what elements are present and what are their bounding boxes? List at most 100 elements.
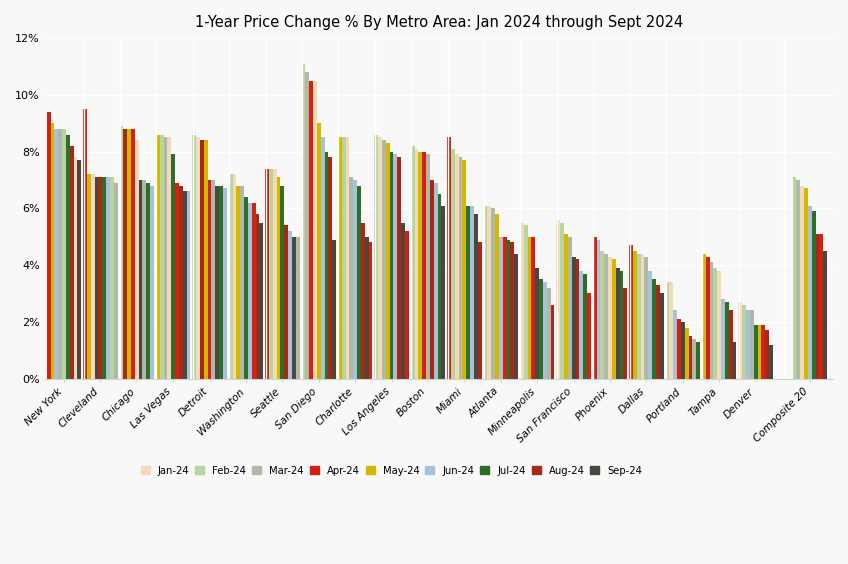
Bar [796,180,801,378]
Bar [346,138,349,378]
Bar [219,186,223,378]
Bar [470,205,474,378]
Bar [426,155,430,378]
Bar [204,140,208,378]
Bar [62,129,66,378]
Bar [441,205,445,378]
Bar [273,169,276,378]
Bar [459,157,462,378]
Bar [156,135,159,378]
Bar [600,251,605,378]
Bar [579,271,583,378]
Bar [223,188,226,378]
Bar [51,123,54,378]
Bar [114,183,118,378]
Bar [386,143,390,378]
Bar [433,183,438,378]
Title: 1-Year Price Change % By Metro Area: Jan 2024 through Sept 2024: 1-Year Price Change % By Metro Area: Jan… [195,15,683,30]
Bar [816,234,819,378]
Bar [393,155,398,378]
Bar [543,282,547,378]
Bar [506,240,510,378]
Bar [240,186,244,378]
Bar [259,223,263,378]
Bar [375,135,378,378]
Bar [660,293,664,378]
Bar [313,81,317,378]
Bar [229,174,232,378]
Bar [597,240,600,378]
Bar [317,123,321,378]
Bar [281,186,284,378]
Bar [124,129,127,378]
Bar [59,129,62,378]
Bar [535,268,539,378]
Bar [750,311,754,378]
Bar [451,149,455,378]
Bar [587,293,591,378]
Bar [83,109,87,378]
Bar [390,152,393,378]
Bar [491,208,495,378]
Bar [147,183,150,378]
Bar [754,325,757,378]
Bar [564,234,568,378]
Bar [378,138,382,378]
Bar [159,135,164,378]
Bar [710,262,713,378]
Bar [669,282,673,378]
Bar [677,319,681,378]
Bar [556,220,561,378]
Bar [532,237,535,378]
Bar [793,177,796,378]
Bar [208,180,211,378]
Bar [656,285,660,378]
Bar [87,174,91,378]
Bar [593,237,597,378]
Bar [462,160,466,378]
Bar [325,152,328,378]
Bar [74,157,77,378]
Bar [746,311,750,378]
Bar [706,257,710,378]
Bar [520,223,524,378]
Bar [684,328,689,378]
Bar [713,268,717,378]
Bar [739,302,742,378]
Bar [215,186,219,378]
Bar [474,214,477,378]
Bar [328,157,332,378]
Bar [296,237,299,378]
Bar [252,202,255,378]
Bar [524,226,527,378]
Bar [447,138,451,378]
Bar [762,325,765,378]
Bar [477,243,482,378]
Bar [641,254,644,378]
Bar [332,240,336,378]
Bar [652,279,656,378]
Bar [422,152,426,378]
Bar [728,311,733,378]
Bar [77,160,81,378]
Bar [757,325,762,378]
Bar [167,138,171,378]
Bar [514,254,518,378]
Bar [182,191,187,378]
Bar [637,254,641,378]
Bar [808,205,812,378]
Bar [244,197,248,378]
Bar [765,331,769,378]
Bar [415,149,418,378]
Bar [823,251,827,378]
Bar [192,135,196,378]
Bar [725,302,728,378]
Bar [649,271,652,378]
Bar [139,180,142,378]
Bar [499,237,503,378]
Bar [689,336,692,378]
Bar [717,271,721,378]
Bar [804,188,808,378]
Bar [733,342,736,378]
Bar [572,257,576,378]
